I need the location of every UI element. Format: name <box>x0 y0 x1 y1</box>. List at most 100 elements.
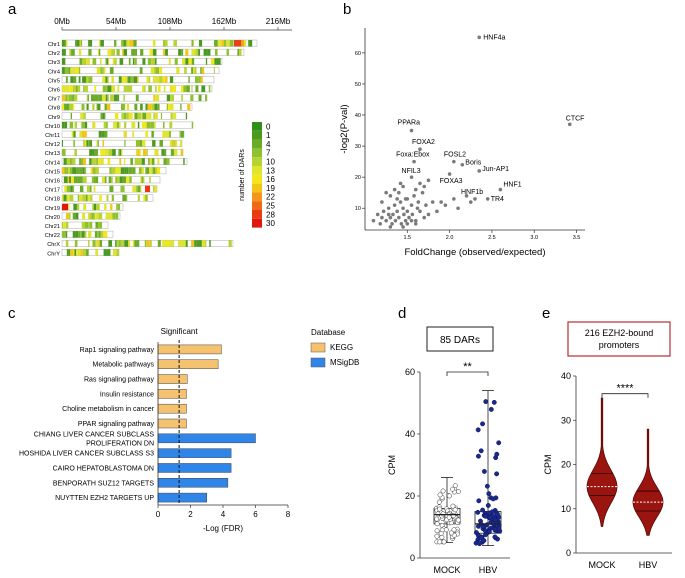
dar-density-cell <box>137 121 140 129</box>
data-point <box>435 511 441 517</box>
dar-density-cell <box>155 67 160 74</box>
dar-density-cell <box>104 112 106 120</box>
dar-density-cell <box>128 58 131 65</box>
legend-value: 16 <box>266 175 275 184</box>
dar-density-cell <box>74 249 77 256</box>
dar-density-cell <box>65 76 68 83</box>
dar-density-cell <box>117 203 121 211</box>
dar-density-cell <box>108 58 110 65</box>
dar-density-cell <box>198 40 203 47</box>
dar-density-cell <box>80 112 84 120</box>
dar-density-cell <box>163 49 166 56</box>
y-tick-label: 20 <box>405 491 415 501</box>
dar-density-cell <box>153 112 155 120</box>
dar-density-cell <box>104 103 107 111</box>
dar-density-cell <box>188 76 190 83</box>
dar-density-cell <box>179 131 181 138</box>
dar-density-cell <box>102 140 105 147</box>
dar-density-cell <box>146 240 150 247</box>
scatter-point <box>464 194 469 198</box>
dar-density-cell <box>107 49 112 56</box>
data-point <box>496 440 502 446</box>
dar-density-cell <box>100 149 102 156</box>
panel-d: 85 DARs 0 20 40 60 CPM MOCK HBV ** <box>387 326 510 575</box>
dar-density-cell <box>115 176 118 183</box>
dar-density-cell <box>115 212 119 220</box>
scatter-point-label: Boris <box>465 160 481 167</box>
dar-density-cell <box>89 158 92 165</box>
dar-density-cell <box>188 58 192 65</box>
dar-density-cell <box>103 231 108 238</box>
dar-density-cell <box>160 112 163 120</box>
dar-density-cell <box>151 158 155 165</box>
dar-density-cell <box>100 40 104 47</box>
dar-density-cell <box>82 76 86 83</box>
scatter-point <box>430 200 435 204</box>
legend-label: KEGG <box>330 343 353 352</box>
data-point <box>478 448 484 454</box>
legend-color-swatch <box>252 192 262 202</box>
dar-density-cell <box>76 40 80 47</box>
significance-bracket <box>446 371 489 376</box>
dar-density-cell <box>140 103 143 111</box>
dar-density-cell <box>132 185 137 193</box>
dar-density-cell <box>139 149 141 156</box>
dar-density-cell <box>191 67 193 74</box>
scatter-point <box>384 218 388 223</box>
legend-color-swatch <box>252 148 262 158</box>
data-point <box>481 469 487 474</box>
scatter-point-labeled <box>460 162 465 167</box>
scatter-point <box>410 212 415 217</box>
dar-density-cell <box>81 58 84 65</box>
dar-density-cell <box>103 131 105 138</box>
dar-density-cell <box>73 67 76 74</box>
dar-density-cell <box>86 103 89 111</box>
dar-density-cell <box>69 103 74 111</box>
dar-density-cell <box>75 40 77 47</box>
dar-density-cell <box>127 40 130 47</box>
data-point <box>480 507 486 513</box>
scatter-point <box>401 184 405 189</box>
dar-density-cell <box>72 185 75 193</box>
dar-density-cell <box>118 240 121 247</box>
dar-density-cell <box>164 149 167 156</box>
dar-density-cell <box>173 140 176 147</box>
scatter-point <box>403 197 408 201</box>
dar-density-cell <box>135 140 140 147</box>
dar-density-cell <box>205 58 208 65</box>
dar-density-cell <box>67 85 70 92</box>
data-point <box>483 399 489 405</box>
dar-density-cell <box>118 149 120 156</box>
dar-density-cell <box>191 121 193 129</box>
dar-density-cell <box>81 121 85 129</box>
data-point <box>440 511 446 517</box>
dar-density-cell <box>201 67 205 74</box>
scatter-point <box>415 206 420 211</box>
dar-density-cell <box>126 103 130 111</box>
title-box <box>426 326 494 352</box>
dar-density-cell <box>194 240 197 247</box>
chromosome-label: ChrY <box>47 251 60 257</box>
chromosome-label: ChrX <box>47 242 60 248</box>
dar-density-cell <box>172 240 175 247</box>
dar-density-cell <box>129 85 133 92</box>
dar-density-cell <box>119 121 121 129</box>
legend-swatch <box>310 342 326 353</box>
scatter-point <box>418 181 422 186</box>
dar-density-cell <box>83 140 85 147</box>
dar-density-cell <box>111 76 114 83</box>
dar-density-cell <box>131 121 136 129</box>
dar-density-cell <box>139 67 143 74</box>
dar-density-cell <box>170 149 174 156</box>
dar-density-cell <box>169 121 173 129</box>
chromosome-label: Chr11 <box>45 133 60 139</box>
category-label: MOCK <box>589 560 616 570</box>
dar-density-cell <box>168 58 171 65</box>
chromosome-label: Chr4 <box>48 69 60 75</box>
dar-density-cell <box>70 67 74 74</box>
data-point <box>437 539 443 545</box>
dar-density-cell <box>166 103 169 111</box>
dar-density-cell <box>135 49 138 56</box>
scatter-point-label: PPARa <box>398 120 421 127</box>
dar-density-cell <box>117 85 120 92</box>
